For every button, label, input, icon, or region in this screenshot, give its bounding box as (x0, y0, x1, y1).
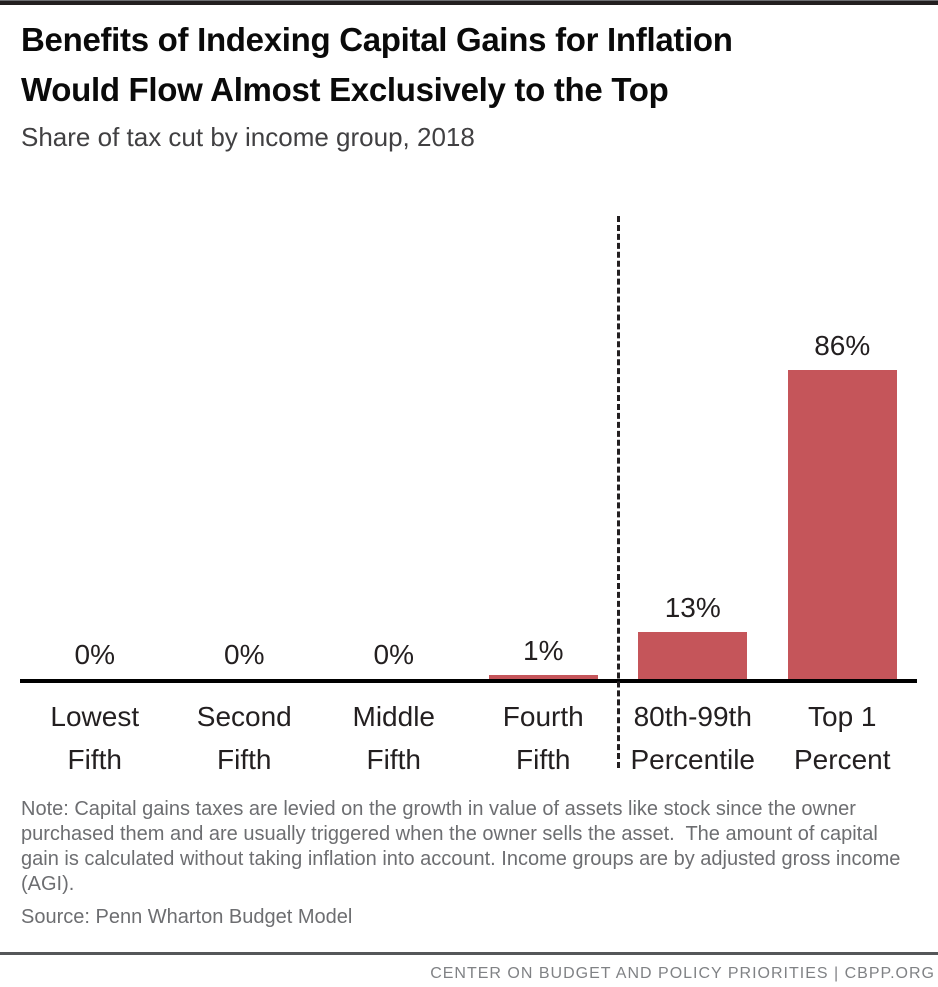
category-label-line: Fifth (67, 744, 122, 775)
category-label: Top 1 Percent (768, 695, 918, 781)
value-label: 13% (664, 592, 721, 623)
page-title-line-1: Benefits of Indexing Capital Gains for I… (21, 21, 733, 58)
footer: CENTER ON BUDGET AND POLICY PRIORITIES |… (0, 952, 938, 983)
category-label-line: 80th-99th (633, 701, 752, 732)
category-axis-labels: Lowest Fifth Second Fifth Middle Fifth Fourth F… (20, 683, 917, 781)
bar-column-3: 0% (319, 215, 469, 679)
category-label: Middle Fifth (319, 695, 469, 781)
plot-area: 0% 0% 0% 1% 13% 86% (20, 215, 917, 683)
value-label: 0% (74, 639, 115, 670)
footer-text: CENTER ON BUDGET AND POLICY PRIORITIES |… (430, 965, 935, 982)
page-title-line-2: Would Flow Almost Exclusively to the Top (21, 71, 669, 108)
category-label: Second Fifth (170, 695, 320, 781)
chart-subtitle: Share of tax cut by income group, 2018 (21, 122, 475, 152)
value-label: 1% (523, 635, 564, 666)
source-text: Source: Penn Wharton Budget Model (21, 906, 353, 928)
bar-column-1: 0% (20, 215, 170, 679)
category-label-line: Lowest (50, 701, 140, 732)
bar-column-2: 0% (170, 215, 320, 679)
chart-header: Benefits of Indexing Capital Gains for I… (0, 5, 938, 153)
bar (787, 370, 897, 679)
value-label: 86% (814, 330, 871, 361)
bar-column-6: 86% (768, 215, 918, 679)
top-accent-bar (0, 0, 938, 5)
bar (638, 632, 748, 679)
value-label: 0% (224, 639, 265, 670)
bar-column-5: 13% (618, 215, 768, 679)
category-label-line: Fifth (516, 744, 571, 775)
category-label-line: Top 1 (808, 701, 877, 732)
value-label: 0% (373, 639, 414, 670)
category-label-line: Fourth (502, 701, 584, 732)
quintile-separator-dashed-line (616, 216, 620, 768)
category-label-line: Percent (794, 744, 891, 775)
category-label-line: Middle (352, 701, 435, 732)
bar-column-4: 1% (469, 215, 619, 679)
category-label: 80th-99th Percentile (618, 695, 768, 781)
category-label-line: Second (196, 701, 292, 732)
bar (488, 675, 598, 679)
category-label: Lowest Fifth (20, 695, 170, 781)
bar-chart: 0% 0% 0% 1% 13% 86% Lowest Fifth Second Fifth Mid… (20, 215, 917, 781)
note-text: Note: Capital gains taxes are levied on … (21, 798, 906, 895)
category-label-line: Percentile (630, 744, 755, 775)
category-label-line: Fifth (217, 744, 272, 775)
category-label: Fourth Fifth (469, 695, 619, 781)
category-label-line: Fifth (366, 744, 421, 775)
